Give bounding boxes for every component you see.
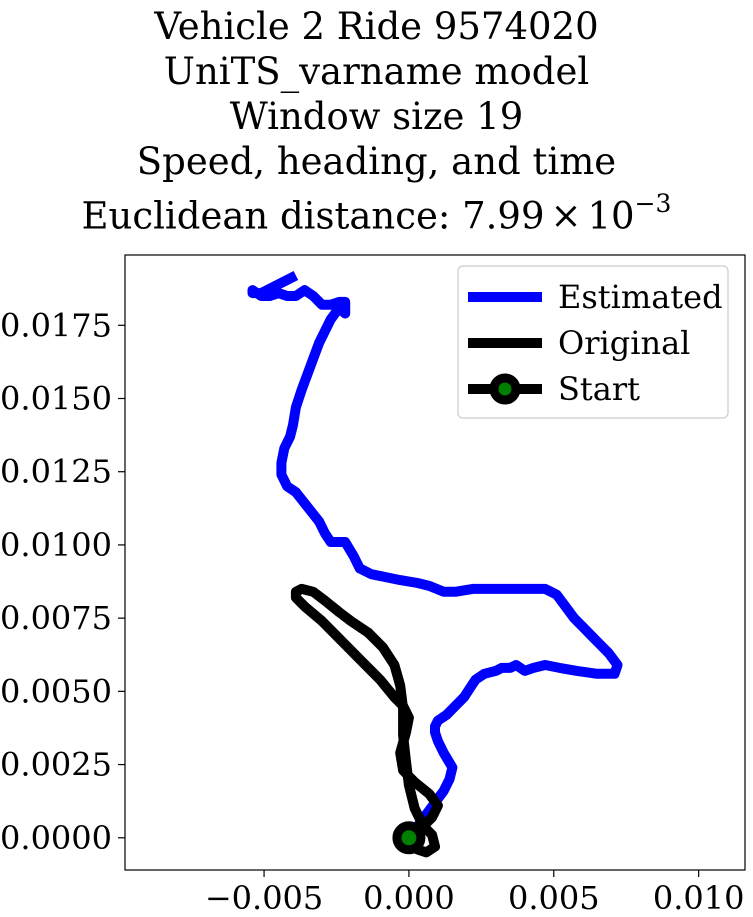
legend: Estimated Original Start (457, 265, 729, 419)
chart-title-line: Window size 19 (229, 95, 524, 138)
y-tick-label: 0.0175 (0, 306, 112, 344)
distance-base: 10 (587, 194, 635, 238)
y-tick-label: 0.0100 (0, 526, 112, 564)
distance-times: × (550, 194, 582, 238)
series-line-original (290, 583, 443, 858)
distance-exponent: −3 (634, 189, 672, 218)
y-tick-label: 0.0050 (0, 672, 112, 710)
distance-prefix: Euclidean distance: 7.99 (81, 194, 545, 238)
legend-label: Original (558, 324, 690, 362)
x-tick-label: 0.010 (653, 879, 745, 917)
chart-title-distance: Euclidean distance: 7.99 × 10−3 (0, 184, 753, 238)
start-marker (392, 821, 426, 855)
y-tick-label: 0.0025 (0, 746, 112, 784)
chart-title-line: UniTS_varname model (163, 50, 590, 93)
x-tick-label: 0.000 (363, 879, 455, 917)
x-axis: −0.005 0.000 0.005 0.010 (205, 870, 745, 917)
legend-box (457, 265, 729, 419)
chart-title-line: Speed, heading, and time (136, 140, 617, 183)
chart-title: Vehicle 2 Ride 9574020 UniTS_varname mod… (0, 4, 753, 238)
x-tick-label: 0.005 (508, 879, 600, 917)
y-tick-label: 0.0075 (0, 599, 112, 637)
legend-label: Estimated (558, 278, 723, 316)
series-layer (247, 271, 623, 858)
y-tick-label: 0.0150 (0, 380, 112, 418)
series-line-estimated (247, 271, 623, 841)
legend-start-marker (489, 373, 521, 405)
y-tick-label: 0.0000 (0, 819, 112, 857)
y-axis: 0.0000 0.0025 0.0050 0.0075 0.0100 0.0125 0.01… (0, 306, 125, 857)
plot-frame (124, 254, 746, 871)
legend-label: Start (558, 370, 640, 408)
x-tick-label: −0.005 (205, 879, 323, 917)
y-tick-label: 0.0125 (0, 453, 112, 491)
chart-title-line: Vehicle 2 Ride 9574020 (154, 5, 599, 48)
